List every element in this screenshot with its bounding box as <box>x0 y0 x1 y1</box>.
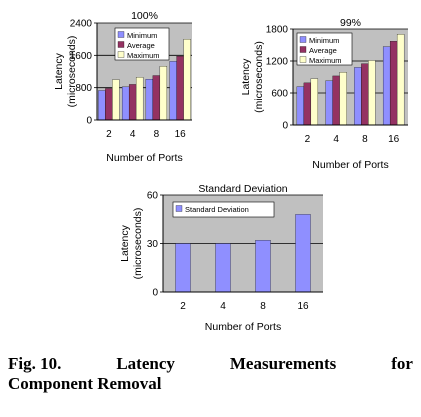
chart-2: 0 600 1200 1800 2 4 8 16 99% Number of Ports Laten… <box>240 17 408 171</box>
y-axis-label: (microseconds) <box>132 208 144 280</box>
bar <box>216 244 231 293</box>
y-tick-label: 600 <box>271 89 288 100</box>
y-tick-label: 0 <box>282 121 288 132</box>
x-tick-label: 16 <box>175 129 187 140</box>
bar <box>170 61 177 120</box>
bar <box>177 56 184 120</box>
legend-label: Maximum <box>309 56 342 65</box>
legend-swatch <box>176 206 182 212</box>
bar <box>146 79 153 120</box>
legend-swatch <box>118 42 124 48</box>
bar <box>136 77 143 120</box>
bar <box>397 34 404 125</box>
x-axis-label: Number of Ports <box>312 159 388 171</box>
caption-line-2: Component Removal <box>8 374 413 394</box>
x-tick-label: 16 <box>297 301 309 312</box>
legend-label: Average <box>309 46 337 55</box>
figure-caption: Fig. 10. Latency Measurements for Compon… <box>8 354 413 394</box>
legend-swatch <box>300 57 306 63</box>
legend-label: Minimum <box>309 36 339 45</box>
bar <box>122 87 129 120</box>
legend-label: Average <box>127 41 155 50</box>
x-tick-label: 2 <box>305 134 311 145</box>
y-axis-label: Latency <box>119 224 131 262</box>
x-tick-label: 8 <box>154 129 160 140</box>
y-axis-label: Latency <box>240 58 252 96</box>
y-tick-label: 1800 <box>266 25 289 36</box>
legend-label: Maximum <box>127 51 160 60</box>
bar <box>153 76 160 120</box>
bar <box>297 87 304 125</box>
y-tick-label: 2400 <box>70 19 93 30</box>
bar <box>383 47 390 125</box>
bar <box>129 84 136 120</box>
bar <box>361 64 368 125</box>
bar <box>105 88 112 120</box>
chart-title: Standard Deviation <box>198 183 287 195</box>
bar <box>112 80 119 120</box>
bar <box>311 79 318 125</box>
y-tick-label: 0 <box>152 288 158 299</box>
y-tick-label: 0 <box>86 116 92 127</box>
x-tick-label: 4 <box>130 129 136 140</box>
x-tick-label: 2 <box>106 129 112 140</box>
x-tick-label: 4 <box>220 301 226 312</box>
x-tick-label: 16 <box>388 134 400 145</box>
bar <box>340 72 347 125</box>
legend-swatch <box>118 32 124 38</box>
bar <box>296 214 311 292</box>
y-axis-label: (microseconds) <box>66 36 78 108</box>
y-tick-label: 30 <box>147 239 159 250</box>
y-axis-label: (microseconds) <box>253 41 265 113</box>
caption-word: Latency <box>116 354 175 374</box>
bar <box>304 83 311 125</box>
x-tick-label: 2 <box>180 301 186 312</box>
x-tick-label: 8 <box>260 301 266 312</box>
x-tick-label: 8 <box>362 134 368 145</box>
chart-3: 0 30 60 2 4 8 16 Standard Deviation Number of Po… <box>119 183 323 333</box>
bar <box>184 39 191 120</box>
caption-word: Fig. 10. <box>8 354 61 374</box>
y-axis-label: Latency <box>53 52 65 90</box>
legend-label: Standard Deviation <box>185 205 249 214</box>
chart-title: 100% <box>131 10 158 22</box>
bar <box>160 66 167 120</box>
caption-word: for <box>391 354 413 374</box>
y-tick-label: 60 <box>147 191 159 202</box>
chart-title: 99% <box>340 17 361 29</box>
caption-word: Measurements <box>230 354 336 374</box>
bar <box>333 76 340 125</box>
bar <box>98 90 105 120</box>
bar <box>368 60 375 125</box>
legend-label: Minimum <box>127 31 157 40</box>
bar <box>176 244 191 293</box>
legend-swatch <box>300 47 306 53</box>
x-axis-label: Number of Ports <box>106 152 182 164</box>
x-axis-label: Number of Ports <box>205 321 281 333</box>
bar <box>326 81 333 125</box>
legend-swatch <box>300 37 306 43</box>
bar <box>256 240 271 292</box>
x-tick-label: 4 <box>333 134 339 145</box>
y-tick-label: 1200 <box>266 57 289 68</box>
bar <box>354 67 361 125</box>
legend-swatch <box>118 52 124 58</box>
bar <box>390 41 397 125</box>
